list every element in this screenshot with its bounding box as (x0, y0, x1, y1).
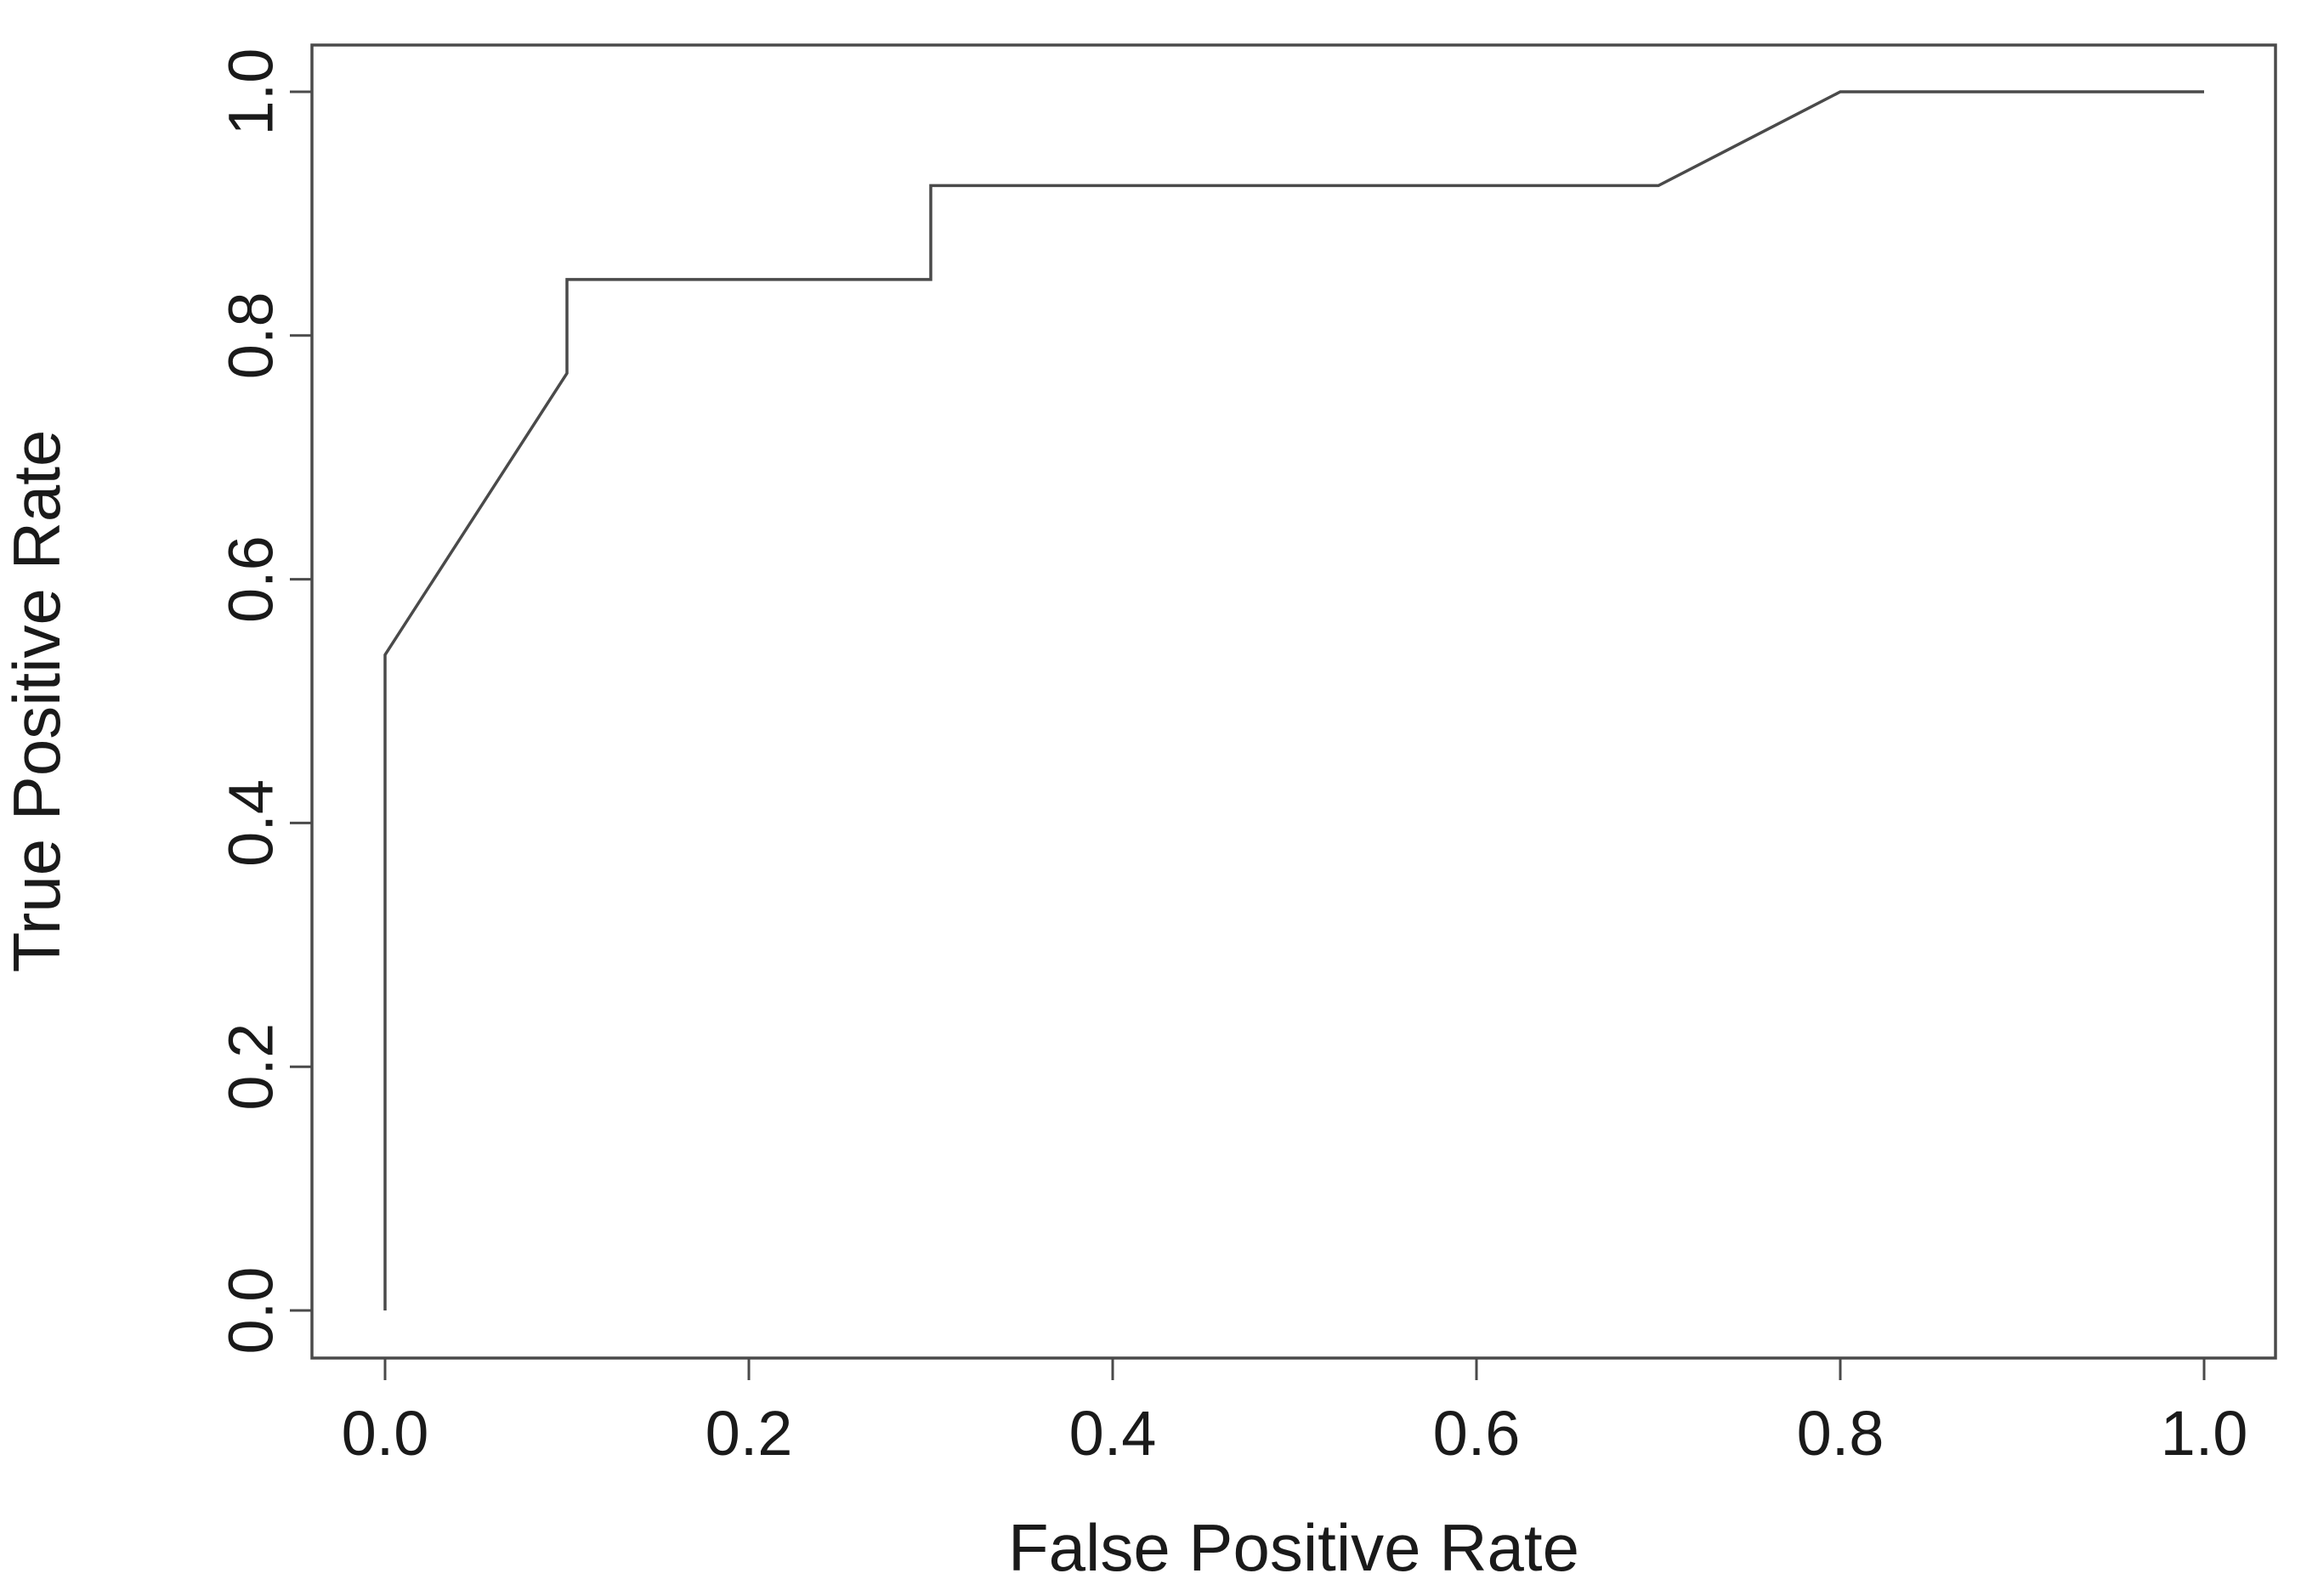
x-axis: 0.0 0.2 0.4 0.6 0.8 1.0 (342, 1358, 2248, 1469)
y-tick-label: 1.0 (216, 48, 286, 136)
plot-box (310, 43, 2277, 1360)
x-tick-label: 1.0 (2161, 1398, 2248, 1469)
y-axis: 0.0 0.2 0.4 0.6 0.8 1.0 (216, 48, 312, 1355)
y-tick-label: 0.0 (216, 1267, 286, 1355)
y-tick-label: 0.8 (216, 291, 286, 379)
roc-curve (383, 90, 2204, 1310)
x-tick-label: 0.8 (1797, 1398, 1884, 1469)
y-tick-label: 0.6 (216, 535, 286, 623)
x-tick-label: 0.4 (1069, 1398, 1157, 1469)
y-tick-label: 0.2 (216, 1023, 286, 1111)
x-tick-label: 0.0 (342, 1398, 429, 1469)
x-tick-label: 0.6 (1433, 1398, 1521, 1469)
y-axis-title: True Positive Rate (0, 430, 74, 973)
y-tick-label: 0.4 (216, 779, 286, 867)
x-tick-label: 0.2 (706, 1398, 793, 1469)
x-axis-title: False Positive Rate (1008, 1510, 1579, 1585)
